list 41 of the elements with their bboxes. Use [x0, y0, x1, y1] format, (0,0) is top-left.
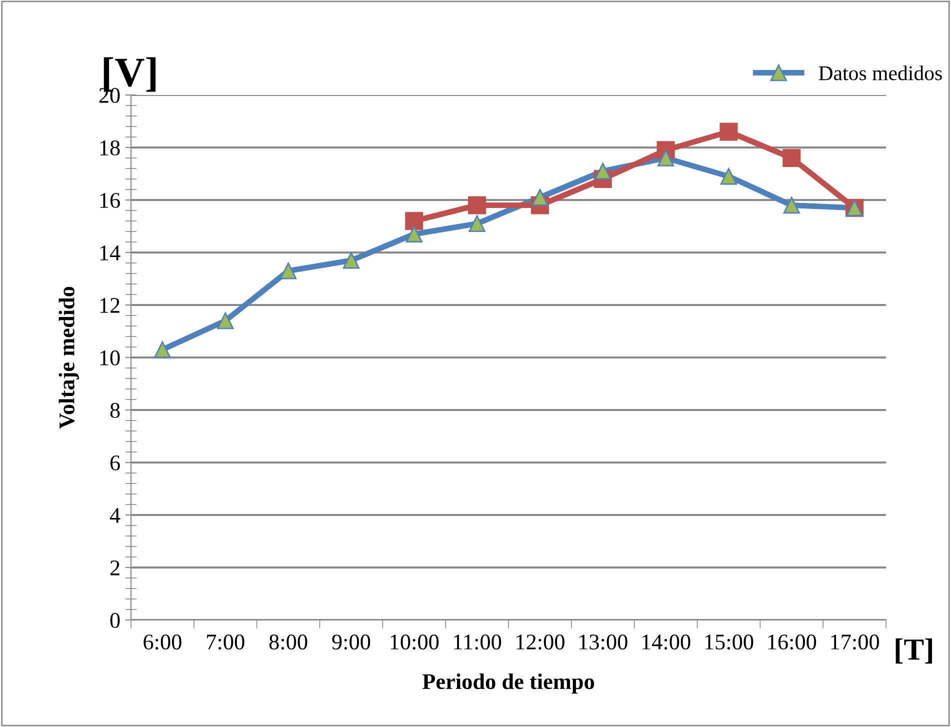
y-tick-label: 6 — [110, 455, 120, 470]
y-tick-label: 10 — [100, 350, 120, 366]
y-tick-label: 14 — [100, 246, 120, 260]
x-tick-label: 10:00 — [390, 634, 439, 650]
point — [532, 189, 548, 206]
point — [468, 215, 486, 232]
x-tick-label: 8:00 — [269, 634, 308, 650]
y-tick-label: 18 — [100, 140, 120, 156]
y-axis-title: Voltaje medido — [58, 286, 79, 429]
text: [T] — [896, 638, 932, 664]
y-tick-label: 2 — [110, 560, 120, 576]
point — [783, 196, 800, 214]
point — [782, 148, 801, 168]
x-tick-label: 14:00 — [642, 634, 690, 650]
x-tick-label: 7:00 — [207, 634, 244, 650]
y-tick-label: 16 — [100, 192, 120, 208]
legend-label: Datos medidos — [818, 66, 942, 80]
x-tick-label: 9:00 — [332, 634, 370, 650]
x-tick-label: 6:00 — [144, 634, 182, 650]
point — [280, 262, 297, 280]
x-tick-label: 17:00 — [831, 634, 880, 650]
point — [406, 226, 422, 242]
y-tick-label: 8 — [110, 402, 120, 418]
point — [657, 150, 674, 166]
x-tick-label: 13:00 — [580, 634, 628, 650]
x-axis-title: Periodo de tiempo — [422, 673, 594, 694]
y-tick-label: 12 — [100, 298, 120, 313]
point — [720, 168, 738, 185]
point — [405, 212, 424, 230]
point — [594, 162, 612, 180]
point — [217, 312, 234, 330]
y-tick-label: 0 — [110, 612, 120, 628]
x-tick-label: 16:00 — [768, 634, 816, 650]
point — [154, 341, 171, 358]
x-tick-label: 12:00 — [516, 634, 564, 650]
point — [342, 252, 360, 269]
y-tick-label: 4 — [110, 508, 120, 523]
x-tick-label: 11:00 — [454, 634, 502, 650]
x-tick-label: 15:00 — [705, 634, 754, 650]
point — [468, 196, 486, 214]
point — [720, 122, 738, 141]
